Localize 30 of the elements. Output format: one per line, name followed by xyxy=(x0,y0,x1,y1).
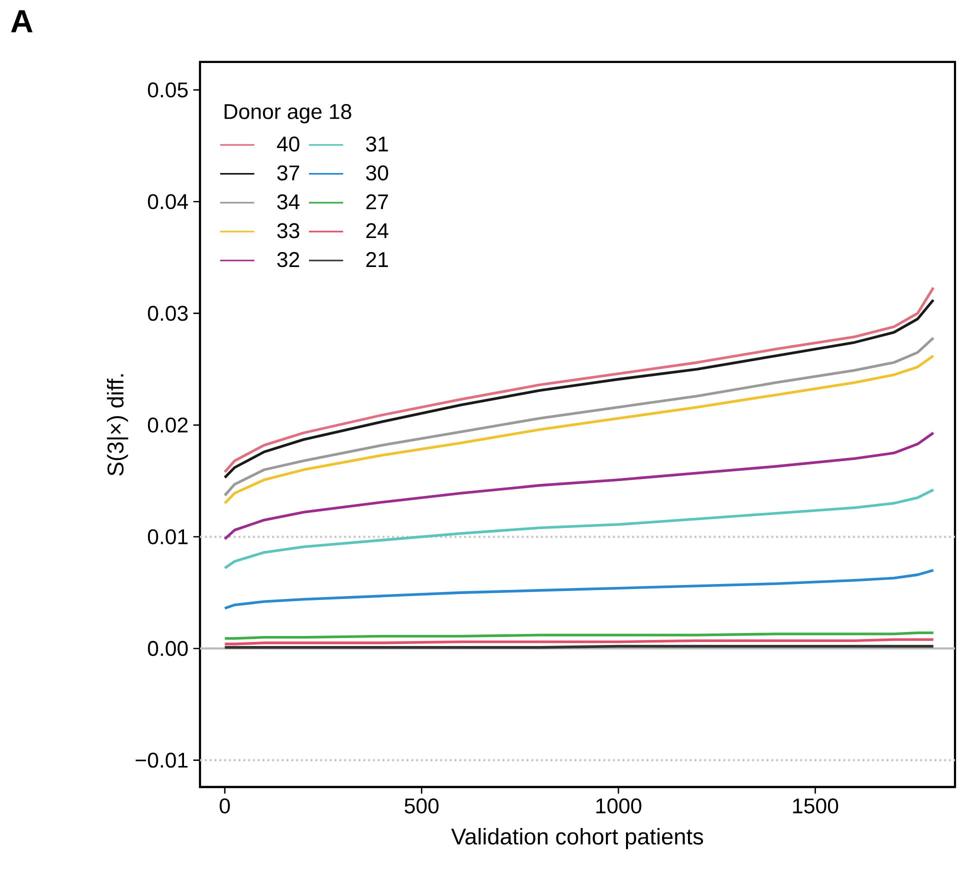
x-axis-title: Validation cohort patients xyxy=(451,828,704,850)
y-tick-label: 0.01 xyxy=(148,529,188,544)
legend-label: 32 xyxy=(277,252,300,268)
x-tick-label: 500 xyxy=(404,798,439,814)
legend-label: 31 xyxy=(366,136,388,152)
legend-label: 40 xyxy=(276,136,300,152)
y-tick-label: 0.03 xyxy=(148,306,188,321)
legend-label: 30 xyxy=(366,165,388,180)
x-tick-label: 1000 xyxy=(596,798,642,814)
legend-label: 24 xyxy=(366,223,388,238)
y-tick-label: 0.05 xyxy=(148,82,188,98)
line-series xyxy=(223,568,935,610)
legend-label: 34 xyxy=(277,194,300,210)
y-tick-label: −0.01 xyxy=(136,752,188,768)
legend-title: Donor age 18 xyxy=(224,104,352,124)
x-tick-label: 0 xyxy=(220,798,230,814)
line-series xyxy=(223,432,935,540)
line-series xyxy=(223,354,935,505)
y-axis-title: S(3|×) diff. xyxy=(106,374,128,476)
line-series xyxy=(223,488,935,570)
y-tick-label: 0.02 xyxy=(148,418,188,433)
text: A xyxy=(11,10,33,32)
y-tick-label: 0.00 xyxy=(148,640,188,656)
legend-label: 33 xyxy=(277,223,300,238)
legend-label: 27 xyxy=(366,194,388,210)
x-tick-label: 1500 xyxy=(793,798,838,814)
legend-label: 37 xyxy=(277,165,300,180)
y-tick-label: 0.04 xyxy=(148,194,188,210)
legend-label: 21 xyxy=(366,252,388,267)
line-series xyxy=(223,336,935,497)
